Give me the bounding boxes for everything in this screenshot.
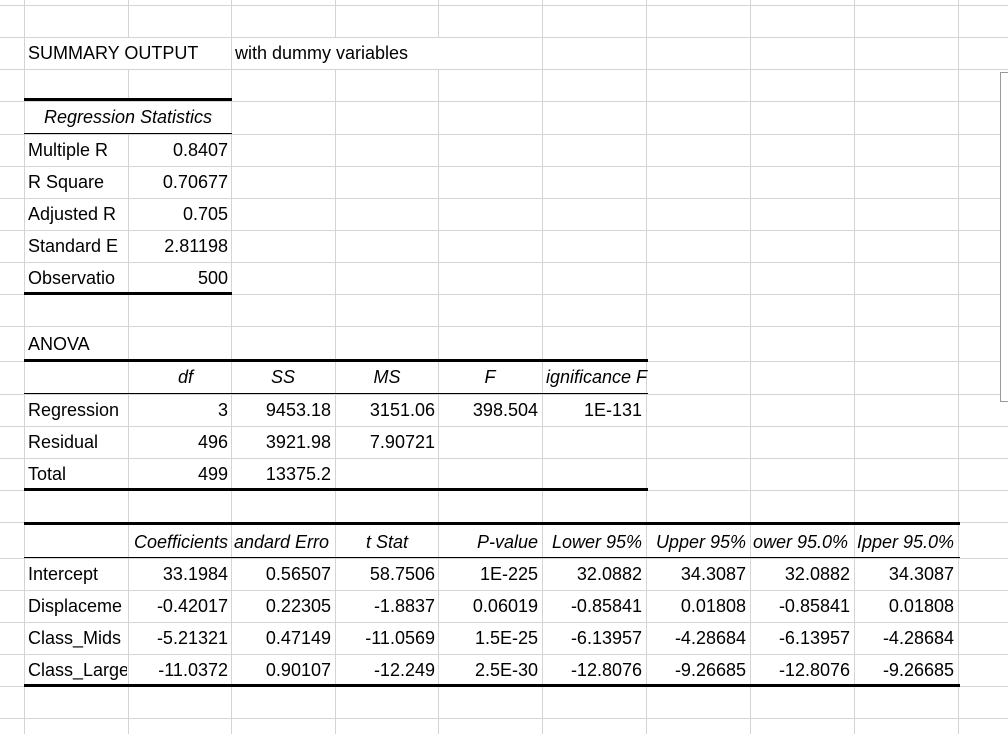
coef-header-underline — [24, 557, 960, 558]
summary-note[interactable]: with dummy variables — [232, 38, 442, 69]
coef-value[interactable]: 0.56507 — [265, 564, 331, 584]
anova-ss[interactable]: 3921.98 — [265, 432, 331, 452]
coef-value[interactable]: -4.28684 — [674, 628, 746, 648]
anova-header-ss[interactable]: SS — [270, 367, 295, 387]
regstats-bottom-border — [24, 292, 232, 295]
regstats-value[interactable]: 500 — [197, 268, 228, 288]
regstats-value[interactable]: 2.81198 — [164, 236, 228, 256]
coef-header-lower95-0[interactable]: ower 95.0% — [753, 532, 849, 552]
coef-value[interactable]: 0.47149 — [265, 628, 331, 648]
anova-header-f[interactable]: F — [484, 367, 496, 387]
anova-header-underline — [24, 393, 648, 394]
regstats-top-border — [24, 98, 232, 101]
coef-value[interactable]: -12.8076 — [778, 660, 850, 680]
anova-df[interactable]: 3 — [217, 400, 228, 420]
anova-significance[interactable]: 1E-131 — [583, 400, 642, 420]
coef-row-label[interactable]: Intercept — [28, 564, 99, 584]
coef-value[interactable]: 34.3087 — [888, 564, 954, 584]
coef-value[interactable]: 1.5E-25 — [474, 628, 538, 648]
coef-value[interactable]: 58.7506 — [369, 564, 435, 584]
coef-value[interactable]: -6.13957 — [570, 628, 642, 648]
coef-value[interactable]: -6.13957 — [778, 628, 850, 648]
anova-df[interactable]: 499 — [197, 464, 228, 484]
coef-value[interactable]: 34.3087 — [680, 564, 746, 584]
coef-value[interactable]: 32.0882 — [784, 564, 850, 584]
coef-value[interactable]: 0.22305 — [265, 596, 331, 616]
side-panel-edge[interactable] — [1000, 72, 1008, 402]
coef-value[interactable]: -9.26685 — [882, 660, 954, 680]
coef-value[interactable]: -0.42017 — [156, 596, 228, 616]
coef-value[interactable]: 0.01808 — [888, 596, 954, 616]
anova-bottom-border — [24, 488, 648, 491]
regstats-label[interactable]: Observatio — [28, 268, 116, 288]
anova-df[interactable]: 496 — [197, 432, 228, 452]
anova-title[interactable]: ANOVA — [28, 334, 90, 354]
coef-value[interactable]: 1E-225 — [479, 564, 538, 584]
anova-ms[interactable]: 3151.06 — [369, 400, 435, 420]
anova-row-label[interactable]: Total — [28, 464, 67, 484]
coef-value[interactable]: -0.85841 — [778, 596, 850, 616]
regstats-value[interactable]: 0.70677 — [162, 172, 228, 192]
coef-header-tstat[interactable]: t Stat — [365, 532, 409, 552]
coef-header-lower95[interactable]: Lower 95% — [551, 532, 642, 552]
coef-row-label[interactable]: Displaceme — [28, 596, 123, 616]
coef-header-coefficients[interactable]: Coefficients — [133, 532, 228, 552]
coef-value[interactable]: 0.01808 — [680, 596, 746, 616]
anova-f[interactable]: 398.504 — [472, 400, 538, 420]
coef-row-label[interactable]: Class_Mids — [28, 628, 122, 648]
coef-value[interactable]: 32.0882 — [576, 564, 642, 584]
coef-value[interactable]: 33.1984 — [162, 564, 228, 584]
coef-header-upper95[interactable]: Upper 95% — [655, 532, 746, 552]
regstats-label[interactable]: Multiple R — [28, 140, 109, 160]
coef-bottom-border — [24, 684, 960, 687]
coef-value[interactable]: -12.8076 — [570, 660, 642, 680]
coef-value[interactable]: -4.28684 — [882, 628, 954, 648]
anova-top-border — [24, 359, 648, 362]
coef-header-upper95-0[interactable]: Ipper 95.0% — [857, 532, 955, 552]
anova-row-label[interactable]: Regression — [28, 400, 120, 420]
coef-header-pvalue[interactable]: P-value — [476, 532, 538, 552]
coef-row-label[interactable]: Class_Large — [28, 660, 127, 680]
coef-value[interactable]: -11.0569 — [365, 628, 435, 648]
coef-value[interactable]: 0.90107 — [265, 660, 331, 680]
anova-ms[interactable]: 7.90721 — [369, 432, 435, 452]
coef-value[interactable]: 0.06019 — [472, 596, 538, 616]
coef-value[interactable]: -0.85841 — [570, 596, 642, 616]
anova-header-df[interactable]: df — [177, 367, 193, 387]
anova-header-significance[interactable]: ignificance F — [546, 367, 648, 387]
summary-title[interactable]: SUMMARY OUTPUT — [25, 38, 230, 69]
coef-value[interactable]: 2.5E-30 — [474, 660, 538, 680]
regstats-label[interactable]: R Square — [28, 172, 105, 192]
coef-value[interactable]: -1.8837 — [373, 596, 435, 616]
regstats-value[interactable]: 0.8407 — [172, 140, 228, 160]
regstats-label[interactable]: Standard E — [28, 236, 119, 256]
coef-header-std-error[interactable]: andard Erro — [234, 532, 330, 552]
regstats-header[interactable]: Regression Statistics — [25, 102, 231, 133]
regstats-label[interactable]: Adjusted R — [28, 204, 117, 224]
coef-value[interactable]: -11.0372 — [158, 660, 228, 680]
anova-row-label[interactable]: Residual — [28, 432, 99, 452]
anova-ss[interactable]: 9453.18 — [265, 400, 331, 420]
anova-ss[interactable]: 13375.2 — [265, 464, 331, 484]
coef-value[interactable]: -5.21321 — [156, 628, 228, 648]
coef-value[interactable]: -9.26685 — [674, 660, 746, 680]
coef-top-border — [24, 522, 960, 525]
coef-value[interactable]: -12.249 — [373, 660, 435, 680]
anova-header-ms[interactable]: MS — [373, 367, 401, 387]
regstats-value[interactable]: 0.705 — [182, 204, 228, 224]
regstats-header-underline — [24, 133, 232, 134]
